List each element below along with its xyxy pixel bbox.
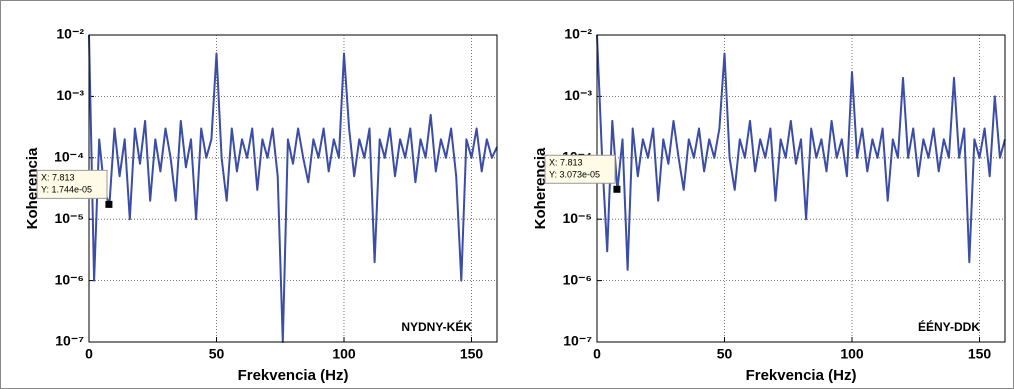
y-tick-label: 10⁻⁶ <box>563 271 592 287</box>
plot-annotation: NYDNY-KÉK <box>401 319 472 334</box>
x-tick-label: 0 <box>85 346 93 362</box>
datatip-box <box>36 169 108 199</box>
x-axis-label: Frekvencia (Hz) <box>746 367 857 384</box>
datatip-marker <box>105 200 113 208</box>
y-axis-label: Koherencia <box>24 147 41 229</box>
y-tick-label: 10⁻⁷ <box>563 333 592 349</box>
x-tick-label: 150 <box>968 346 992 362</box>
axes-box <box>596 34 1006 343</box>
y-tick-label: 10⁻² <box>564 26 592 42</box>
y-tick-label: 10⁻⁵ <box>562 210 592 226</box>
x-tick-label: 100 <box>840 346 864 362</box>
y-tick-label: 10⁻⁵ <box>54 210 84 226</box>
y-tick-label: 10⁻⁴ <box>54 149 84 165</box>
datatip-label: X: 7.813 <box>41 173 75 183</box>
plot-area <box>89 35 497 342</box>
x-tick-label: 50 <box>717 346 733 362</box>
y-tick-label: 10⁻³ <box>56 87 84 103</box>
data-line <box>596 34 1006 271</box>
x-axis-label: Frekvencia (Hz) <box>238 367 349 384</box>
y-tick-label: 10⁻⁷ <box>55 333 84 349</box>
y-tick-label: 10⁻⁶ <box>55 271 84 287</box>
y-tick-label: 10⁻³ <box>564 87 592 103</box>
datatip-label: Y: 1.744e-05 <box>41 185 92 195</box>
y-tick-label: 10⁻² <box>56 26 84 42</box>
datatip-marker <box>613 185 621 193</box>
x-tick-label: 0 <box>593 346 601 362</box>
plot-annotation: ÉÉNY-DDK <box>918 319 980 334</box>
datatip-label: Y: 3.073e-05 <box>549 170 600 180</box>
x-tick-label: 100 <box>332 346 356 362</box>
datatip-box <box>544 154 616 184</box>
data-line <box>88 34 498 343</box>
x-tick-label: 50 <box>209 346 225 362</box>
plot-area <box>597 35 1005 342</box>
datatip-label: X: 7.813 <box>549 158 583 168</box>
x-tick-label: 150 <box>460 346 484 362</box>
